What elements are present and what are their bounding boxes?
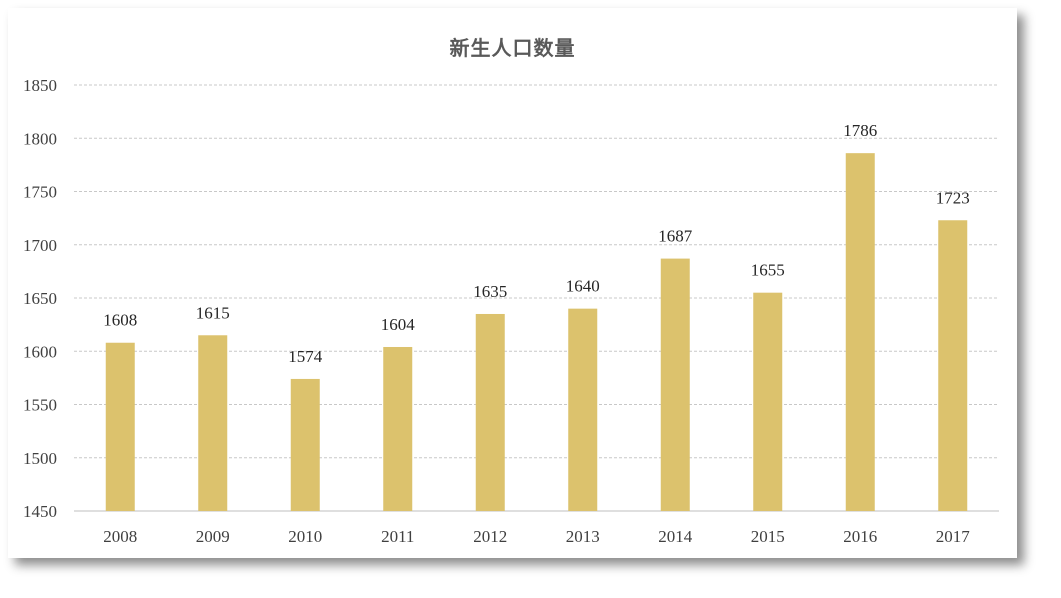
x-tick-label: 2015 xyxy=(751,527,785,546)
x-tick-label: 2012 xyxy=(473,527,507,546)
bar-value-label: 1574 xyxy=(288,347,323,366)
x-tick-label: 2016 xyxy=(843,527,877,546)
bar xyxy=(938,220,968,511)
bar xyxy=(660,258,690,511)
bar-value-label: 1608 xyxy=(103,311,137,330)
chart-title: 新生人口数量 xyxy=(449,36,576,60)
bar-value-label: 1786 xyxy=(843,121,877,140)
y-tick-label: 1750 xyxy=(23,183,57,202)
bar-value-label: 1640 xyxy=(566,277,600,296)
y-tick-label: 1850 xyxy=(23,76,57,95)
x-tick-label: 2017 xyxy=(936,527,971,546)
y-tick-label: 1550 xyxy=(23,396,57,415)
bar-value-label: 1604 xyxy=(381,315,416,334)
bar xyxy=(383,346,413,511)
bar xyxy=(475,313,505,511)
y-tick-label: 1700 xyxy=(23,236,57,255)
bars xyxy=(105,153,968,511)
y-tick-label: 1650 xyxy=(23,289,57,308)
y-tick-label: 1500 xyxy=(23,449,57,468)
bar xyxy=(753,292,783,511)
bar-chart: 1450 1500 1550 1600 1650 1700 1750 1800 1850 160… xyxy=(23,76,999,546)
bar-value-label: 1723 xyxy=(936,188,970,207)
bar-value-label: 1615 xyxy=(196,303,230,322)
y-tick-label: 1450 xyxy=(23,502,57,521)
x-tick-label: 2014 xyxy=(658,527,693,546)
y-tick-label: 1800 xyxy=(23,129,57,148)
bar xyxy=(290,378,320,511)
bar-value-label: 1655 xyxy=(751,261,785,280)
bar xyxy=(568,308,598,511)
bar xyxy=(845,153,875,511)
grid-lines xyxy=(74,84,999,512)
x-tick-label: 2008 xyxy=(103,527,137,546)
x-axis-ticks: 2008 2009 2010 2011 2012 2013 2014 2015 2016 2017 xyxy=(103,527,970,546)
x-tick-label: 2013 xyxy=(566,527,600,546)
x-tick-label: 2010 xyxy=(288,527,322,546)
x-tick-label: 2011 xyxy=(381,527,414,546)
y-axis-ticks: 1450 1500 1550 1600 1650 1700 1750 1800 1850 xyxy=(23,76,57,521)
y-tick-label: 1600 xyxy=(23,342,57,361)
bar xyxy=(105,342,135,511)
x-tick-label: 2009 xyxy=(196,527,230,546)
chart-card: 新生人口数量 1450 1500 1550 1600 1650 1700 1750 1800 1… xyxy=(8,8,1017,558)
bar xyxy=(198,335,228,511)
data-labels: 1608 1615 1574 1604 1635 1640 1687 1655 1786 1723 xyxy=(103,121,970,366)
bar-value-label: 1687 xyxy=(658,227,693,246)
bar-value-label: 1635 xyxy=(473,282,507,301)
